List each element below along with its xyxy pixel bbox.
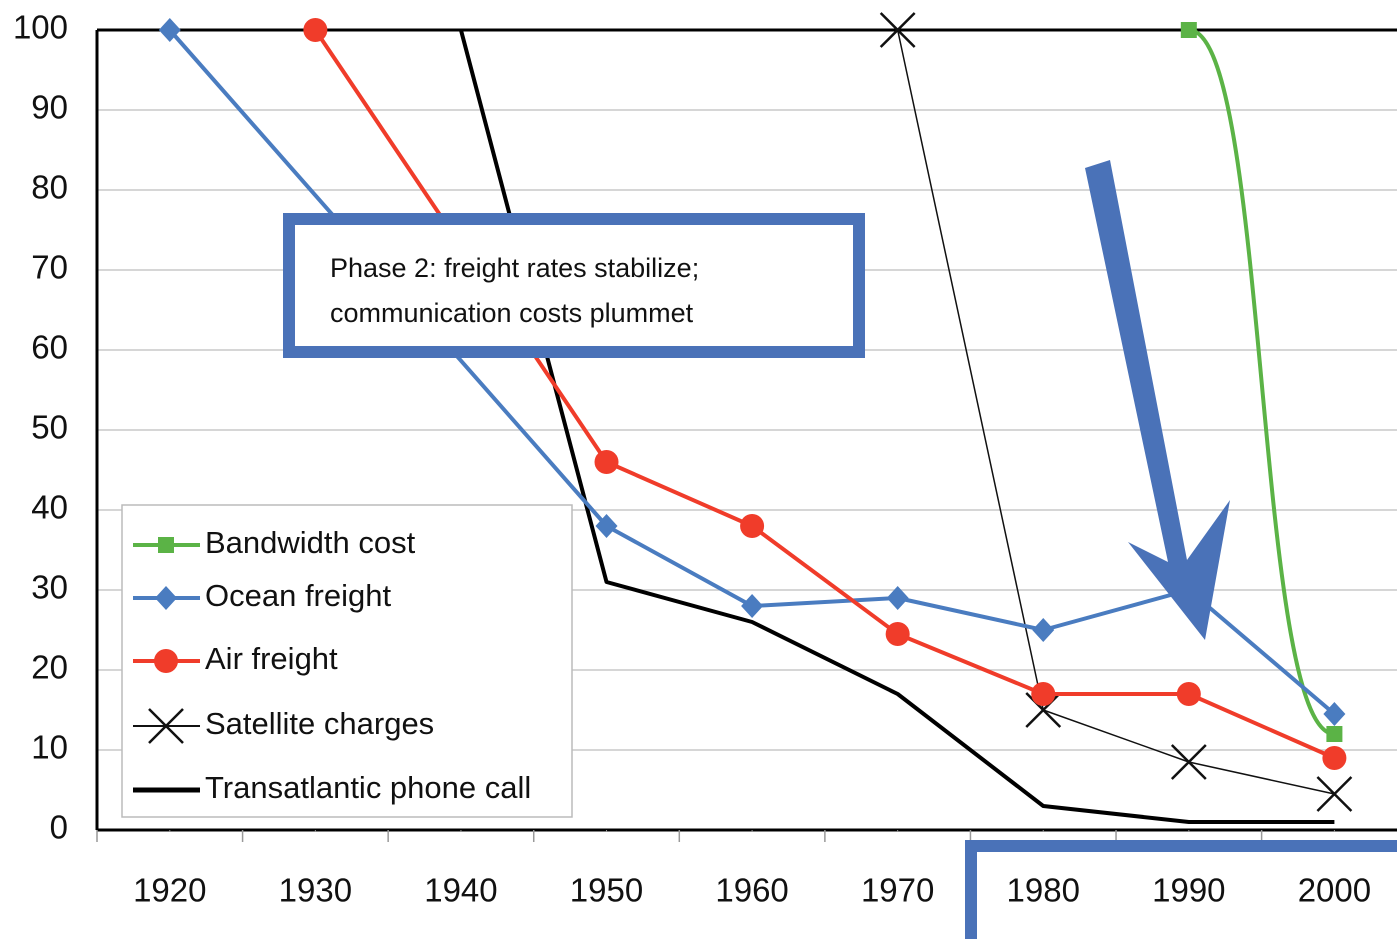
- series-line: [459, 29, 1335, 824]
- highlight-box: [965, 840, 1397, 939]
- marker: [1031, 682, 1056, 706]
- overlay: Bandwidth cost Ocean freight Air freight Sa…: [121, 160, 1397, 939]
- marker: [303, 18, 328, 42]
- legend-label: Transatlantic phone call: [205, 770, 531, 805]
- legend-label: Ocean freight: [205, 578, 391, 613]
- x-tick-label: 1940: [424, 872, 497, 909]
- x-tick-label: 1920: [133, 872, 206, 909]
- annotation-text: communication costs plummet: [330, 298, 694, 328]
- y-tick-label: 60: [31, 329, 68, 366]
- arrow: [1085, 160, 1230, 640]
- marker: [155, 586, 177, 610]
- marker: [879, 12, 916, 48]
- marker: [595, 514, 618, 538]
- legend-label: Bandwidth cost: [205, 525, 416, 560]
- series-line: [1188, 28, 1335, 736]
- annotation-text: Phase 2: freight rates stabilize;: [330, 253, 699, 283]
- y-tick-label: 90: [31, 89, 68, 126]
- x-tick-label: 2000: [1298, 872, 1371, 909]
- marker: [154, 649, 178, 673]
- y-tick-label: 100: [13, 9, 68, 46]
- marker: [1025, 692, 1062, 728]
- x-tick-label: 1980: [1007, 872, 1080, 909]
- marker: [1322, 746, 1347, 770]
- plot-area: [158, 12, 1353, 824]
- marker: [1170, 744, 1207, 780]
- marker: [158, 537, 174, 553]
- y-tick-label: 0: [50, 809, 68, 846]
- marker: [1032, 618, 1055, 642]
- legend-label: Satellite charges: [205, 706, 434, 741]
- y-tick-label: 80: [31, 169, 68, 206]
- legend-label: Air freight: [205, 641, 338, 676]
- x-tick-label: 1990: [1152, 872, 1225, 909]
- x-tick-label: 1930: [279, 872, 352, 909]
- marker: [1326, 726, 1343, 742]
- y-tick-label: 40: [31, 489, 68, 526]
- marker: [594, 450, 619, 474]
- y-tick-label: 20: [31, 649, 68, 686]
- y-tick-label: 30: [31, 569, 68, 606]
- marker: [1316, 776, 1353, 812]
- x-tick-label: 1950: [570, 872, 643, 909]
- marker: [1323, 702, 1346, 726]
- marker: [1176, 682, 1201, 706]
- marker: [158, 18, 181, 42]
- y-tick-label: 70: [31, 249, 68, 286]
- marker: [740, 514, 765, 538]
- x-tick-label: 1970: [861, 872, 934, 909]
- marker: [886, 586, 909, 610]
- marker: [885, 622, 910, 646]
- series-line: [896, 29, 1335, 795]
- x-tick-label: 1960: [715, 872, 788, 909]
- marker: [148, 708, 184, 744]
- y-tick-label: 10: [31, 729, 68, 766]
- marker: [1180, 22, 1197, 38]
- marker: [741, 594, 764, 618]
- y-tick-label: 50: [31, 409, 68, 446]
- annotation-box: [283, 213, 865, 358]
